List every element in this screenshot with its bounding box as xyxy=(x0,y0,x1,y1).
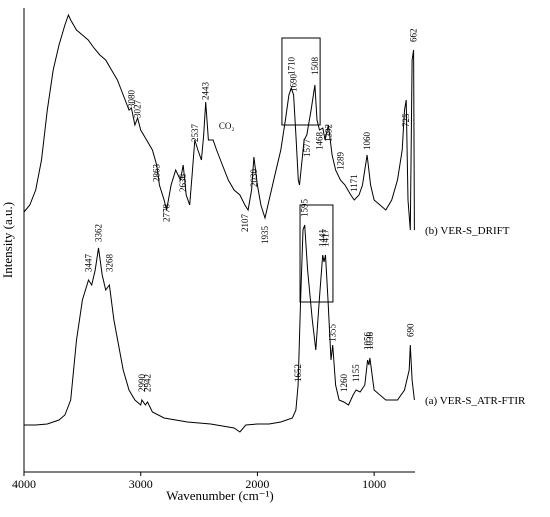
peak-label: 1468 xyxy=(315,132,325,151)
peak-label: 1155 xyxy=(351,364,361,382)
peak-label: 3362 xyxy=(93,224,103,242)
x-axis-label: Wavenumber (cm⁻¹) xyxy=(166,488,274,503)
spectrum-line xyxy=(24,224,415,433)
peak-label: 1392 xyxy=(323,124,333,142)
peak-label: 1652 xyxy=(293,364,303,382)
peak-label: 3268 xyxy=(104,254,114,273)
peak-label: 1056 xyxy=(363,332,373,351)
annotation: CO₂ xyxy=(219,121,235,131)
x-tick-label: 3000 xyxy=(129,477,153,491)
peak-label: 1060 xyxy=(362,132,372,151)
peak-label: 1260 xyxy=(339,374,349,393)
x-tick-label: 1000 xyxy=(362,477,386,491)
peak-label: 1355 xyxy=(328,324,338,343)
peak-label: 1595 xyxy=(300,199,310,218)
peak-label: 2778 xyxy=(162,204,172,223)
peak-label: 1690 xyxy=(289,74,299,93)
peak-label: 690 xyxy=(405,323,415,337)
x-tick-label: 4000 xyxy=(12,477,36,491)
peak-label: 1508 xyxy=(310,57,320,76)
peak-label: 3080 xyxy=(126,90,136,109)
peak-label: 3447 xyxy=(84,254,94,273)
peak-label: 1289 xyxy=(335,152,345,171)
peak-label: 1577 xyxy=(302,139,312,158)
peak-label: 1171 xyxy=(349,174,359,192)
peak-label: 662 xyxy=(409,29,419,43)
peak-label: 725 xyxy=(401,113,411,127)
peak-label: 1036 xyxy=(365,332,375,351)
peak-label: 1417 xyxy=(320,229,330,248)
peak-label: 3027 xyxy=(133,100,143,119)
peak-label: 2030 xyxy=(249,169,259,188)
peak-label: 2863 xyxy=(152,164,162,183)
x-tick-label: 2000 xyxy=(245,477,269,491)
peak-label: 1710 xyxy=(286,57,296,76)
y-axis-label: Intensity (a.u.) xyxy=(0,202,15,278)
series-label: (a) VER-S_ATR-FTIR xyxy=(425,395,526,407)
series-label: (b) VER-S_DRIFT xyxy=(425,225,510,237)
peak-label: 2990 xyxy=(137,374,147,393)
peak-label: 2636 xyxy=(178,174,188,193)
spectrum-line xyxy=(23,13,415,231)
peak-label: 1935 xyxy=(260,226,270,245)
highlight-box xyxy=(299,204,334,303)
peak-label: 2107 xyxy=(240,214,250,233)
peak-label: 1441 xyxy=(318,229,328,247)
peak-label: 2942 xyxy=(142,374,152,392)
highlight-box xyxy=(281,37,321,126)
peak-label: 2443 xyxy=(201,82,211,101)
peak-label: 2537 xyxy=(190,124,200,143)
